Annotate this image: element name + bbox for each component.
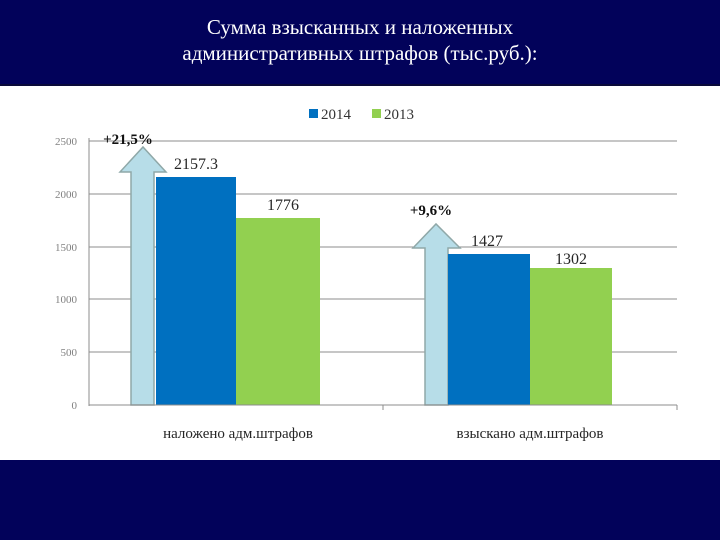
y-axis: 2500 2000 1500 1000 500 0 <box>55 136 90 412</box>
y-tick-1500: 1500 <box>55 242 78 254</box>
slide-footer-band <box>0 460 720 540</box>
data-label-2014-imposed: 2157.3 <box>174 156 218 173</box>
y-tick-1000: 1000 <box>55 294 78 306</box>
bar-chart: 2014 2013 2500 2000 1500 1000 500 0 <box>55 107 678 442</box>
category-label-imposed: наложено адм.штрафов <box>163 426 313 442</box>
bar-2013-collected <box>530 268 612 405</box>
legend-label-2013: 2013 <box>384 107 414 123</box>
legend-swatch-2014 <box>309 109 318 118</box>
category-label-collected: взыскано адм.штрафов <box>456 426 603 442</box>
y-tick-0: 0 <box>72 400 78 412</box>
bar-2013-imposed <box>236 218 320 405</box>
y-tick-500: 500 <box>61 347 78 359</box>
data-label-2013-imposed: 1776 <box>267 197 299 214</box>
growth-annotation-collected: +9,6% <box>410 203 452 219</box>
legend-swatch-2013 <box>372 109 381 118</box>
growth-arrow-icon-1 <box>118 145 168 406</box>
data-label-2013-collected: 1302 <box>555 251 587 268</box>
data-label-2014-collected: 1427 <box>471 233 503 250</box>
y-tick-2000: 2000 <box>55 189 78 201</box>
legend-label-2014: 2014 <box>321 107 352 123</box>
bar-2014-collected <box>448 254 530 405</box>
y-tick-2500: 2500 <box>55 136 78 148</box>
title-line-1: Сумма взысканных и наложенных <box>206 15 514 39</box>
slide-title: Сумма взысканных и наложенных администра… <box>0 14 720 66</box>
title-divider <box>0 84 720 86</box>
legend: 2014 2013 <box>309 107 414 123</box>
title-line-2: административных штрафов (тыс.руб.): <box>182 41 538 65</box>
chart-panel: 2014 2013 2500 2000 1500 1000 500 0 <box>0 86 720 460</box>
bar-2014-imposed <box>156 177 236 405</box>
growth-annotation-imposed: +21,5% <box>103 132 153 148</box>
